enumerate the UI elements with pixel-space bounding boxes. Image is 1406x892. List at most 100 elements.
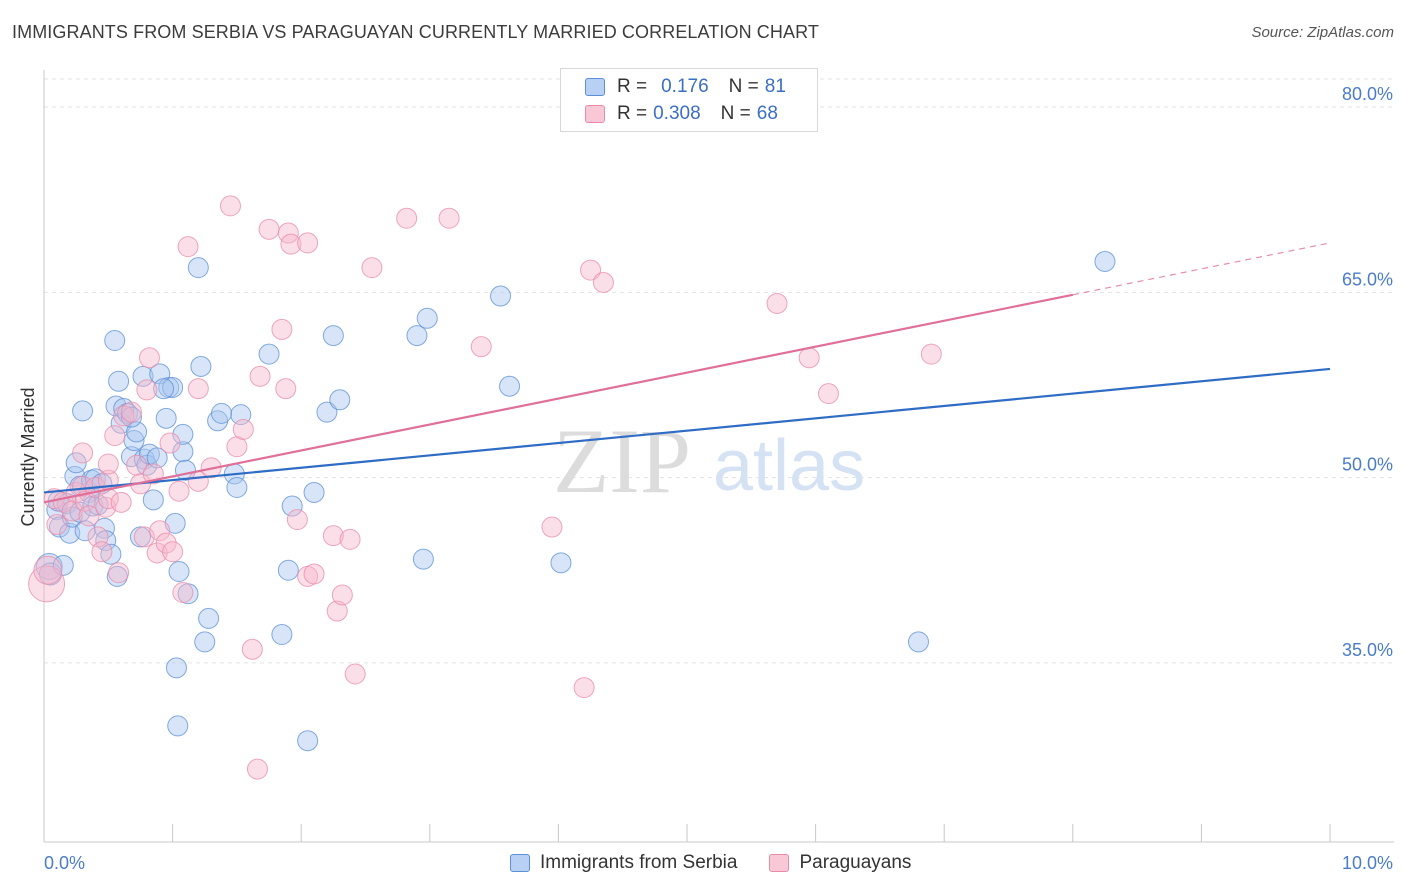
axis-layer: 35.0% 50.0% 65.0% 80.0% 0.0% 10.0% xyxy=(43,70,1394,873)
paraguay-point xyxy=(303,563,325,585)
serbia-point xyxy=(59,522,81,544)
paraguay-point xyxy=(162,541,184,563)
paraguay-point xyxy=(46,514,68,536)
legend-item-serbia[interactable]: Immigrants from Serbia xyxy=(510,852,737,874)
serbia-point xyxy=(106,565,128,587)
legend-item-paraguay[interactable]: Paraguayans xyxy=(769,852,911,874)
paraguay-point xyxy=(271,318,293,340)
serbia-point xyxy=(226,476,248,498)
paraguay-point xyxy=(246,758,268,780)
r-label: R = xyxy=(617,103,648,124)
r-label: R = xyxy=(617,76,648,97)
serbia-point xyxy=(104,330,126,352)
serbia-point xyxy=(416,307,438,329)
serbia-point xyxy=(281,495,303,517)
watermark: ZIP atlas xyxy=(553,410,865,512)
serbia-point xyxy=(322,325,344,347)
legend-label-serbia: Immigrants from Serbia xyxy=(540,852,738,873)
r-value: 0.176 xyxy=(661,76,709,97)
paraguay-point xyxy=(33,555,63,585)
serbia-swatch xyxy=(510,854,530,872)
serbia-point xyxy=(303,481,325,503)
paraguay-point xyxy=(297,232,319,254)
paraguay-swatch xyxy=(769,854,790,872)
paraguay-point xyxy=(766,292,788,314)
x-tick-label: 10.0% xyxy=(1342,853,1393,873)
paraguay-point xyxy=(258,218,280,240)
paraguay-point xyxy=(241,638,263,660)
paraguay-point xyxy=(396,207,418,229)
serbia-point xyxy=(142,489,164,511)
paraguay-point xyxy=(470,336,492,358)
paraguay-trend-line xyxy=(43,293,1074,504)
watermark-zip: ZIP xyxy=(553,410,691,512)
serbia-trend-line xyxy=(43,367,1331,494)
serbia-point xyxy=(907,631,929,653)
serbia-point xyxy=(490,285,512,307)
watermark-atlas: atlas xyxy=(713,426,865,506)
paraguay-point xyxy=(798,347,820,369)
serbia-point xyxy=(120,406,142,428)
paraguay-point xyxy=(104,425,126,447)
serbia-point xyxy=(550,552,572,574)
n-value: 81 xyxy=(764,76,786,97)
paraguay-point xyxy=(138,347,160,369)
serbia-point xyxy=(329,389,351,411)
legend-row-serbia: R = 0.176 N = 81 xyxy=(585,74,786,100)
chart-title: IMMIGRANTS FROM SERBIA VS PARAGUAYAN CUR… xyxy=(12,22,819,42)
paraguay-point xyxy=(155,532,177,554)
serbia-point xyxy=(499,375,521,397)
serbia-point xyxy=(412,548,434,570)
paraguay-point xyxy=(72,442,94,464)
paraguay-point xyxy=(249,365,271,387)
serbia-point xyxy=(35,553,63,581)
paraguay-point xyxy=(159,432,181,454)
y-tick-label: 35.0% xyxy=(1342,640,1393,660)
serbia-point xyxy=(153,378,175,400)
serbia-point xyxy=(165,657,187,679)
serbia-point xyxy=(258,343,280,365)
serbia-point xyxy=(132,365,154,387)
paraguay-point xyxy=(573,677,595,699)
correlation-legend: R = 0.176 N = 81 R = 0.308 N = 68 xyxy=(560,68,818,132)
paraguay-point xyxy=(97,453,119,475)
serbia-point xyxy=(316,401,338,423)
paraguay-point xyxy=(232,418,254,440)
legend-row-paraguay: R = 0.308 N = 68 xyxy=(585,101,778,127)
serbia-point xyxy=(198,607,220,629)
paraguay-point xyxy=(172,581,194,603)
y-tick-label: 65.0% xyxy=(1342,269,1393,289)
paraguay-point xyxy=(344,663,366,685)
paraguay-point xyxy=(177,236,199,258)
paraguay-point xyxy=(331,584,353,606)
serbia-point xyxy=(155,407,177,429)
source-label: Source: ZipAtlas.com xyxy=(1251,24,1394,41)
trend-layer xyxy=(43,242,1331,504)
serbia-point xyxy=(65,452,87,474)
paraguay-point xyxy=(78,505,100,527)
paraguay-point xyxy=(219,195,241,217)
paraguay-swatch xyxy=(585,105,605,123)
serbia-point xyxy=(190,355,212,377)
r-value: 0.308 xyxy=(653,103,701,124)
serbia-point xyxy=(167,715,189,737)
serbia-point xyxy=(168,560,190,582)
paraguay-point xyxy=(322,525,344,547)
paraguay-point xyxy=(126,454,148,476)
n-value: 68 xyxy=(756,103,778,124)
serbia-point xyxy=(146,447,168,469)
serbia-point xyxy=(123,430,145,452)
paraguay-point xyxy=(361,257,383,279)
paraguay-point xyxy=(187,378,209,400)
serbia-point xyxy=(297,730,319,752)
n-label: N = xyxy=(728,76,759,97)
serbia-point xyxy=(172,441,194,463)
y-tick-label: 50.0% xyxy=(1342,455,1393,475)
serbia-swatch xyxy=(585,78,605,96)
serbia-point xyxy=(271,623,293,645)
paraguay-point xyxy=(541,516,563,538)
serbia-point xyxy=(164,512,186,534)
n-label: N = xyxy=(720,103,751,124)
serbia-point xyxy=(187,257,209,279)
